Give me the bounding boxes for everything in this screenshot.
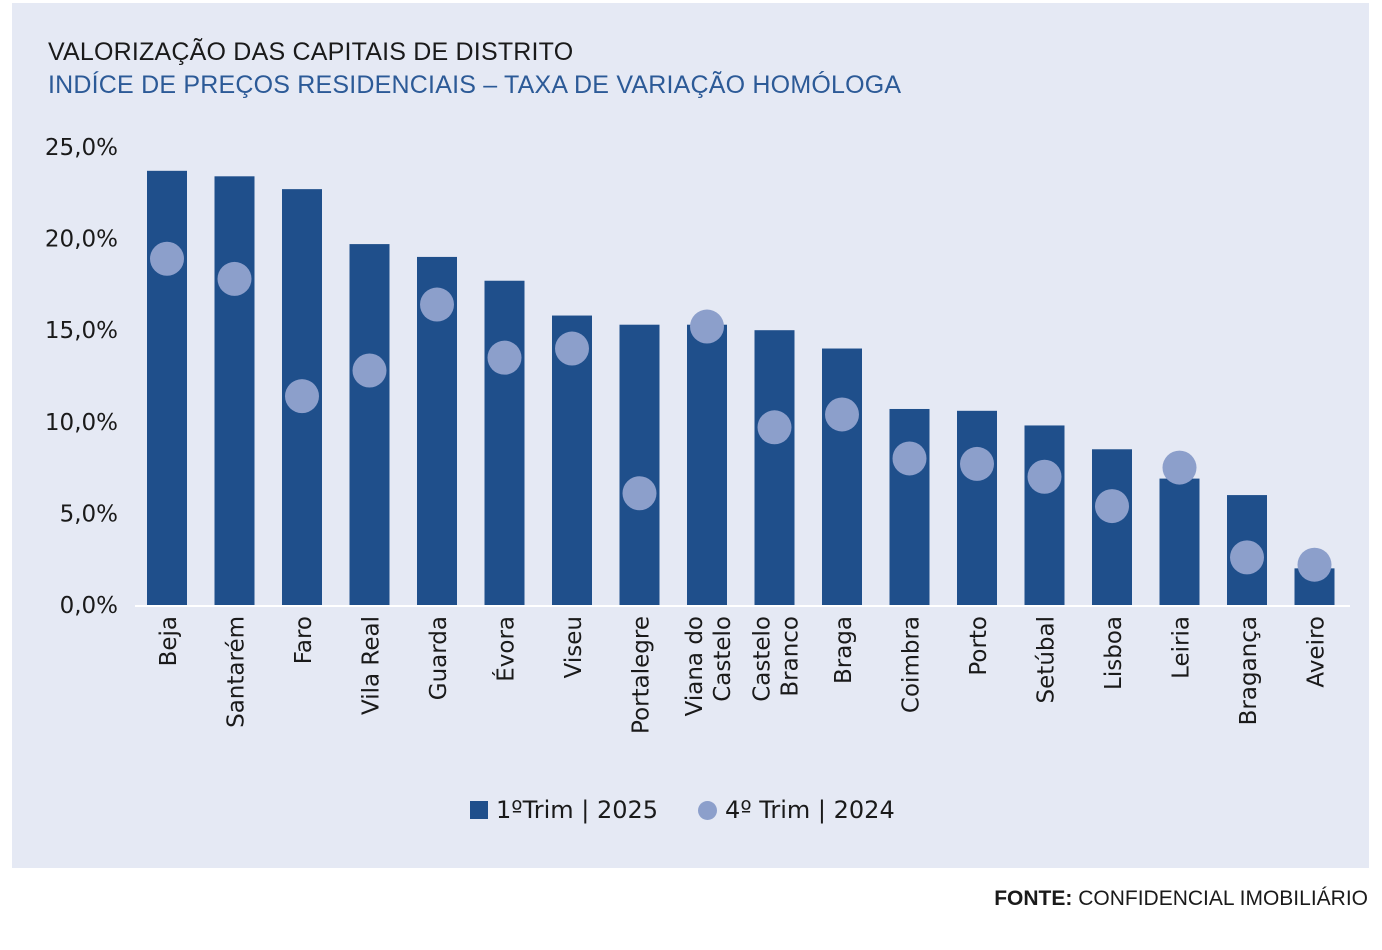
x-tick-label: Lisboa bbox=[1101, 616, 1127, 690]
x-tick-label: Bragança bbox=[1236, 616, 1262, 725]
dot-viseu bbox=[555, 331, 589, 366]
dot-portalegre bbox=[622, 476, 657, 511]
legend-label-bars: 1ºTrim | 2025 bbox=[496, 796, 659, 824]
bar-leiria bbox=[1159, 478, 1200, 605]
x-tick-label: Portalegre bbox=[629, 616, 655, 734]
bar-setubal bbox=[1024, 425, 1065, 605]
x-tick-label: Branco bbox=[778, 616, 804, 697]
dot-leiria bbox=[1162, 450, 1197, 485]
legend: 1ºTrim | 2025 4º Trim | 2024 bbox=[470, 794, 895, 826]
legend-item-dots: 4º Trim | 2024 bbox=[698, 796, 895, 824]
dot-coimbra bbox=[892, 441, 927, 476]
bar-porto bbox=[957, 410, 997, 605]
bar-coimbra bbox=[889, 408, 930, 605]
legend-item-bars: 1ºTrim | 2025 bbox=[470, 796, 658, 824]
x-tick-label: Setúbal bbox=[1034, 616, 1060, 703]
y-tick-label: 15,0% bbox=[45, 318, 118, 344]
bar-braga bbox=[822, 348, 862, 605]
bar-portalegre bbox=[619, 324, 660, 605]
dot-lisboa bbox=[1095, 489, 1129, 524]
bar-vila-real bbox=[349, 244, 390, 605]
dot-braga bbox=[825, 397, 859, 432]
dot-faro bbox=[285, 379, 319, 414]
source-note: FONTE: CONFIDENCIAL IMOBILIÁRIO bbox=[994, 887, 1368, 911]
dot-beja bbox=[150, 241, 184, 276]
source-label: FONTE: bbox=[994, 887, 1073, 910]
dot-vila-real bbox=[352, 353, 387, 388]
x-tick-label: Coimbra bbox=[899, 616, 925, 713]
bar-evora bbox=[484, 280, 525, 605]
bars-series bbox=[147, 170, 1335, 606]
y-tick-label: 20,0% bbox=[45, 227, 118, 253]
x-tick-label: Leiria bbox=[1169, 616, 1195, 679]
y-tick-label: 10,0% bbox=[45, 410, 118, 436]
bar-beja bbox=[147, 170, 187, 606]
y-tick-label: 25,0% bbox=[45, 135, 118, 161]
dot-porto bbox=[960, 446, 994, 481]
x-tick-label: Guarda bbox=[426, 616, 452, 700]
dot-castelo-branco bbox=[757, 410, 792, 445]
bar-chart: 0,0% 5,0% 10,0% 15,0% 20,0% 25,0% Beja Santaré… bbox=[45, 135, 1350, 734]
bar-castelo-branco bbox=[754, 330, 795, 605]
dot-guarda bbox=[420, 287, 454, 322]
y-tick-label: 0,0% bbox=[60, 593, 118, 619]
x-tick-label: Faro bbox=[291, 616, 317, 664]
x-tick-label: Viseu bbox=[561, 616, 587, 678]
legend-swatch-dot bbox=[698, 800, 718, 820]
dot-aveiro bbox=[1297, 547, 1332, 582]
x-tick-label: Évora bbox=[492, 616, 520, 682]
dot-santarem bbox=[217, 261, 252, 296]
x-tick-label: Braga bbox=[831, 616, 857, 684]
bar-viana-do-castelo bbox=[687, 324, 727, 605]
y-axis-ticks: 0,0% 5,0% 10,0% 15,0% 20,0% 25,0% bbox=[45, 135, 118, 619]
dot-viana-do-castelo bbox=[690, 309, 724, 344]
dot-evora bbox=[487, 340, 522, 375]
chart-title: VALORIZAÇÃO DAS CAPITAIS DE DISTRITO bbox=[48, 38, 574, 66]
x-tick-label: Castelo bbox=[750, 616, 776, 702]
x-tick-label: Viana do bbox=[682, 616, 708, 716]
bar-santarem bbox=[214, 176, 255, 605]
dot-setubal bbox=[1027, 459, 1062, 494]
dots-series bbox=[150, 241, 1332, 582]
dot-braganca bbox=[1230, 540, 1264, 575]
chart-subtitle: INDÍCE DE PREÇOS RESIDENCIAIS – TAXA DE … bbox=[48, 71, 902, 99]
legend-swatch-bar bbox=[470, 801, 488, 819]
legend-label-dots: 4º Trim | 2024 bbox=[725, 796, 895, 824]
x-axis-labels: Beja Santarém Faro Vila Real Guarda Évora Vise… bbox=[156, 616, 1330, 734]
x-tick-label: Castelo bbox=[710, 616, 736, 702]
x-tick-label: Vila Real bbox=[359, 616, 385, 715]
bar-lisboa bbox=[1092, 449, 1132, 605]
source-text: CONFIDENCIAL IMOBILIÁRIO bbox=[1072, 887, 1368, 910]
x-tick-label: Beja bbox=[156, 616, 182, 666]
y-tick-label: 5,0% bbox=[60, 501, 118, 527]
x-tick-label: Porto bbox=[966, 616, 992, 676]
x-tick-label: Aveiro bbox=[1304, 616, 1330, 688]
x-tick-label: Santarém bbox=[224, 616, 250, 728]
